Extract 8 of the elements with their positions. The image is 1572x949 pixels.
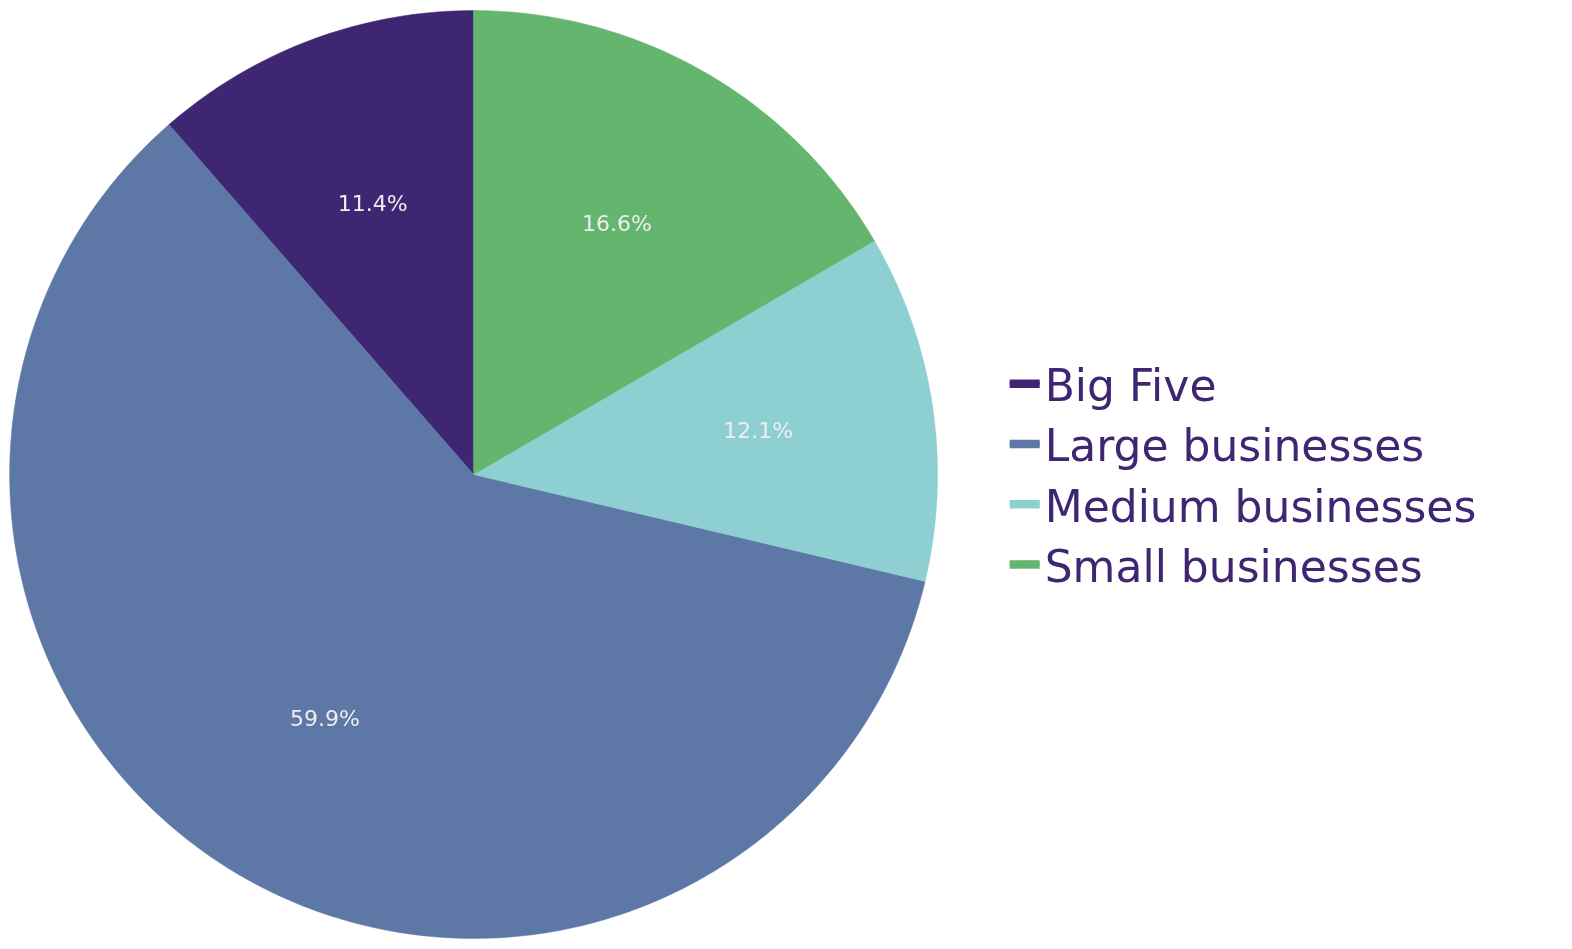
data-label: 16.6% xyxy=(581,210,652,236)
legend-label: Big Five xyxy=(1044,360,1217,412)
data-label: 59.9% xyxy=(289,706,360,732)
legend-label: Small businesses xyxy=(1044,540,1423,592)
data-label: 11.4% xyxy=(337,190,408,216)
legend-label: Large businesses xyxy=(1044,420,1425,472)
legend-label: Medium businesses xyxy=(1044,480,1477,532)
data-label: 12.1% xyxy=(723,417,794,443)
